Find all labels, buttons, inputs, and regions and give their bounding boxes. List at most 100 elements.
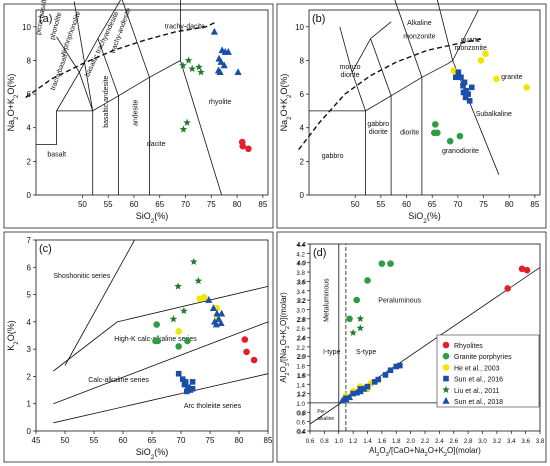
y-tick-label: 2 xyxy=(300,157,305,166)
data-point xyxy=(200,294,208,301)
data-point xyxy=(393,363,400,370)
data-point xyxy=(458,74,464,81)
panel-a-frame xyxy=(3,3,274,229)
y-tick-label: 1.2 xyxy=(296,392,305,399)
data-point xyxy=(342,395,350,403)
panel-b-frame xyxy=(276,3,547,229)
x-tick-label: 60 xyxy=(119,436,128,445)
field-boundary xyxy=(73,1,94,111)
legend-marker xyxy=(442,385,450,394)
field-label: diorite xyxy=(341,72,360,79)
x-tick-label: 50 xyxy=(61,436,70,445)
y-tick-label: 3.6 xyxy=(296,279,305,286)
field-label: Peraluminous xyxy=(378,297,421,304)
x-tick-label: 80 xyxy=(233,200,242,209)
data-point xyxy=(455,69,462,76)
x-tick-label: 1.8 xyxy=(392,438,401,445)
field-label: S-type xyxy=(356,349,376,356)
panel-b-chart: 50 55 60 65 70 75 80 85 0 2 4 6 8 10 SiO2(%) Na2O+K2O(%… xyxy=(279,0,541,225)
data-point xyxy=(250,356,258,364)
data-point xyxy=(461,79,468,86)
data-point xyxy=(169,315,178,323)
data-point xyxy=(518,265,526,273)
x-tick-label: 0.6 xyxy=(306,438,315,445)
legend-marker xyxy=(442,397,450,404)
data-point xyxy=(382,372,389,378)
panel-a-chart: 50 55 60 65 70 75 80 850246810SiO2(%)Na2O+K2O(%… xyxy=(6,0,269,225)
data-point xyxy=(353,296,361,304)
x-tick-label: 3.2 xyxy=(493,438,502,445)
legend-label: Sun et al., 2018 xyxy=(454,399,503,406)
data-point xyxy=(238,138,246,146)
y-tick-label: 6 xyxy=(27,263,32,272)
y-tick-label: 1.4 xyxy=(296,382,305,389)
field-label: Metaluminous xyxy=(324,278,331,322)
legend-label: Sun et al., 2016 xyxy=(454,377,503,384)
x-axis-label: SiO2(%) xyxy=(136,447,169,461)
y-tick-label: 1.0 xyxy=(296,401,305,408)
x-tick-label: 50 xyxy=(351,200,360,209)
data-point xyxy=(460,82,466,89)
field-label: trachybasalt xyxy=(50,54,70,92)
field-boundary xyxy=(394,0,423,78)
data-point xyxy=(179,376,186,382)
y-axis-label: Na2O+K2O(%) xyxy=(279,74,293,132)
y-tick-label: 1.2 xyxy=(297,391,306,398)
data-point xyxy=(468,84,475,91)
field-boundary xyxy=(36,0,122,145)
y-tick-label: 1.6 xyxy=(297,372,306,379)
data-point xyxy=(504,285,511,292)
y-tick-label: 4.0 xyxy=(296,261,305,268)
y-axis-label: K2O(%) xyxy=(6,320,20,351)
x-tick-label: 70 xyxy=(453,200,462,209)
y-tick-label: 4 xyxy=(27,124,32,133)
field-label: I-type xyxy=(323,349,341,356)
data-point xyxy=(356,314,365,323)
data-point xyxy=(220,61,228,69)
data-point xyxy=(216,68,224,76)
field-boundary xyxy=(365,95,392,195)
x-tick-label: 60 xyxy=(402,200,411,209)
data-point xyxy=(450,67,458,74)
field-label: diorite xyxy=(400,129,419,136)
y-tick-label: 4 xyxy=(27,318,32,327)
data-point xyxy=(493,75,500,83)
field-boundary xyxy=(436,0,454,61)
x-tick-label: 80 xyxy=(505,200,514,209)
panel-c-chart: 45 50 55 60 65 70 75 80 8501234567SiO2(%)K2O(%)(… xyxy=(6,236,273,461)
x-tick-label: 65 xyxy=(148,436,157,445)
alkaline-subalkaline-divider xyxy=(25,21,217,99)
y-tick-label: 7 xyxy=(27,236,32,245)
x-tick-label: 85 xyxy=(264,436,273,445)
data-point xyxy=(224,48,232,55)
field-label: dacite xyxy=(147,141,166,148)
y-tick-label: 1.6 xyxy=(296,373,305,380)
field-label: gabbro xyxy=(367,121,389,128)
data-point xyxy=(360,384,368,392)
x-tick-label: 2.8 xyxy=(464,438,473,445)
data-point xyxy=(456,132,464,140)
field-boundary xyxy=(351,21,392,112)
data-point xyxy=(234,68,242,76)
data-point xyxy=(387,260,394,267)
panel-d-frame xyxy=(276,231,547,463)
x-axis-label: SiO2(%) xyxy=(136,211,169,225)
x-tick-label: 60 xyxy=(130,200,139,209)
data-point xyxy=(213,309,221,317)
data-point xyxy=(179,61,187,69)
y-tick-label: 2.4 xyxy=(297,335,306,342)
y-tick-label: 8 xyxy=(300,56,305,65)
panel-label: (a) xyxy=(39,13,52,25)
y-tick-label: 0.6 xyxy=(296,420,305,427)
data-point xyxy=(397,362,403,369)
y-tick-label: 6 xyxy=(300,90,305,99)
y-tick-label: 8 xyxy=(27,56,32,65)
x-tick-label: 80 xyxy=(235,436,244,445)
x-tick-label: 2.4 xyxy=(435,438,444,445)
field-label: monzo xyxy=(340,64,361,71)
x-tick-label: 50 xyxy=(78,200,87,209)
field-label: granodiorite xyxy=(442,148,479,155)
field-label: Shoshonitic series xyxy=(53,273,110,280)
legend-marker xyxy=(443,375,449,382)
